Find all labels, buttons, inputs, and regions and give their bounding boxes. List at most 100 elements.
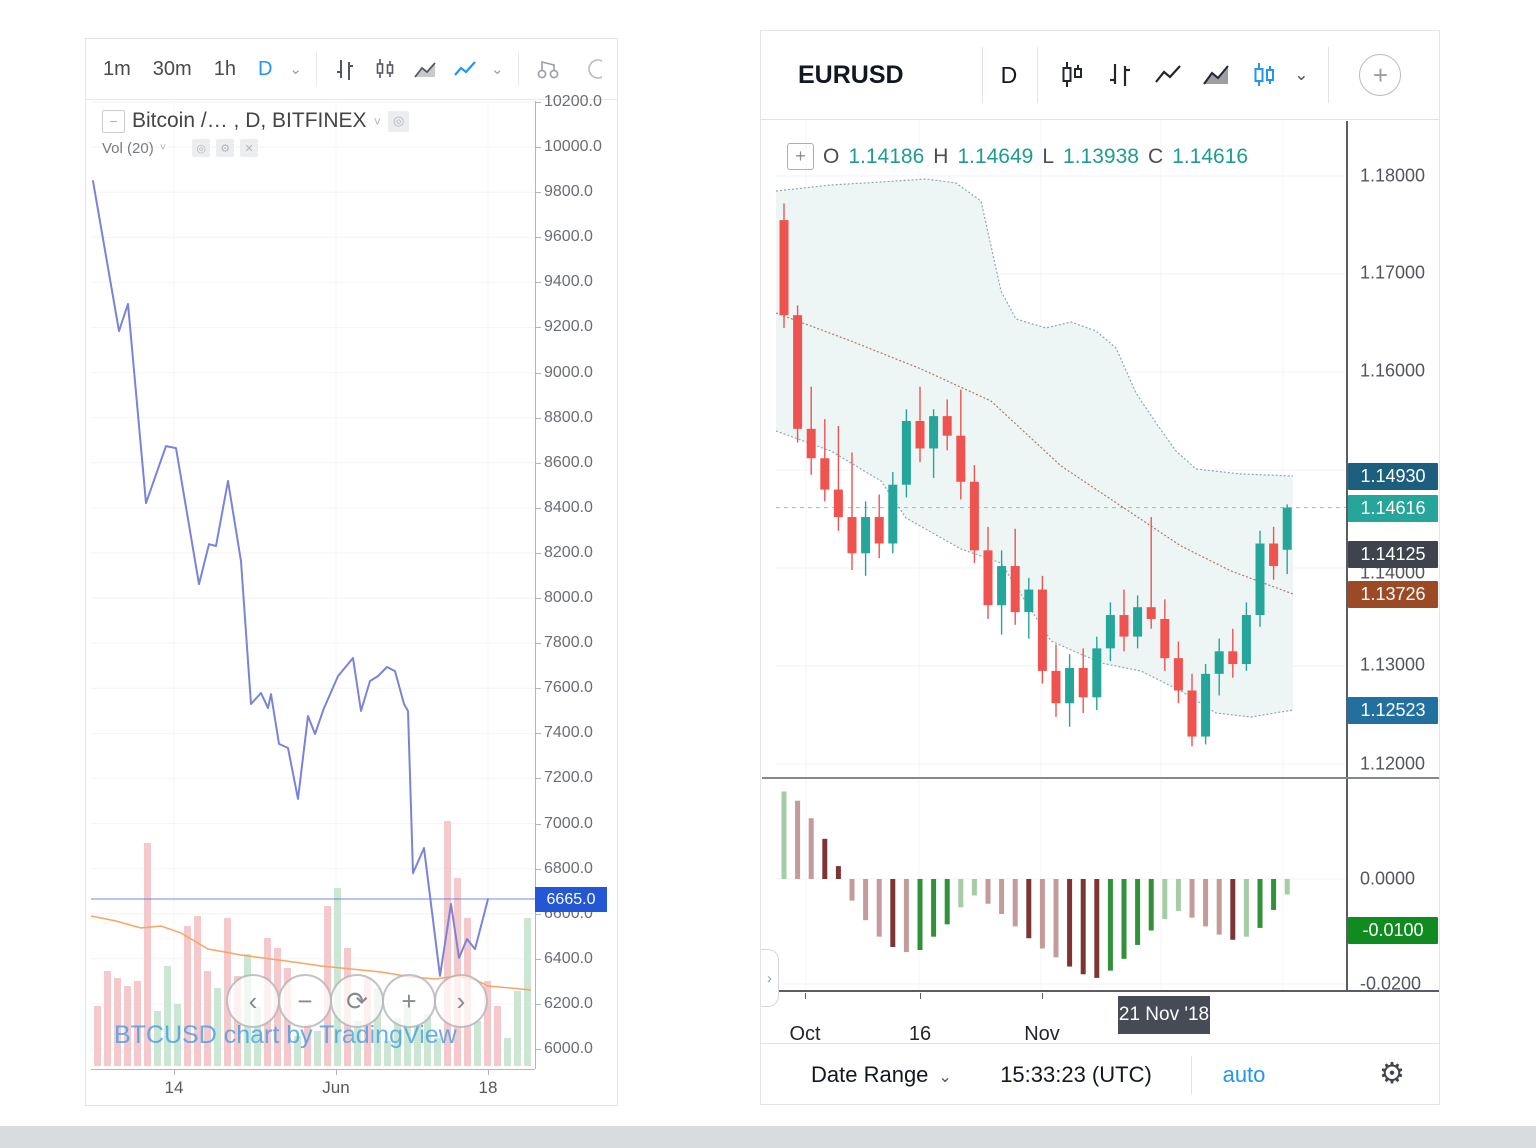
candlestick-chart-icon[interactable] <box>365 52 405 86</box>
plus-circle-icon[interactable]: + <box>1359 54 1402 96</box>
area-chart-icon[interactable] <box>1192 55 1240 95</box>
price-tick-label: 7400.0 <box>544 724 593 741</box>
volume-bar <box>384 1041 391 1066</box>
volume-bar <box>174 1004 181 1066</box>
btcusd-price-axis[interactable]: 10200.0 10000.0 9800.0 9600.0 9400.0 9200.0 90… <box>535 93 619 1069</box>
price-tick-label: 1.17000 <box>1360 262 1426 283</box>
histogram-bar <box>1026 879 1032 939</box>
candle-body <box>1269 543 1279 567</box>
volume-bar <box>474 1021 481 1066</box>
pane-separator[interactable] <box>762 777 1439 779</box>
price-tick-label: 8200.0 <box>544 544 593 561</box>
axis-tick <box>1042 993 1043 999</box>
eye-icon[interactable]: ◎ <box>388 110 410 132</box>
vol-settings-gear-icon[interactable]: ⚙ <box>216 139 235 157</box>
vol-eye-icon[interactable]: ◎ <box>192 139 211 157</box>
btcusd-time-axis[interactable]: 14 Jun 18 <box>91 1069 535 1106</box>
histogram-bar <box>890 879 896 947</box>
histogram-bar <box>1216 879 1222 935</box>
macd-histogram-pane[interactable] <box>776 780 1346 989</box>
price-tick-label: 6200.0 <box>544 995 593 1012</box>
eurusd-candlestick-chart[interactable] <box>776 121 1346 778</box>
time-tick-label: Jun <box>322 1078 350 1097</box>
histogram-bar <box>1107 879 1113 971</box>
price-tick-label: 10000.0 <box>544 138 602 155</box>
bollinger-upper-band <box>776 178 1294 477</box>
eurusd-time-axis[interactable]: Oct 16 Nov <box>762 993 1346 1057</box>
axis-tick <box>536 237 541 238</box>
high-key: H <box>933 144 949 168</box>
axis-tick <box>536 598 541 599</box>
histogram-bar <box>1012 879 1018 927</box>
zoom-in-button[interactable]: + <box>382 974 436 1028</box>
bars-chart-icon[interactable] <box>325 52 365 86</box>
symbol-name[interactable]: EURUSD <box>798 60 904 89</box>
volume-bar <box>484 981 491 1066</box>
clipped-toolbar-icon[interactable] <box>567 52 607 86</box>
settings-gear-icon[interactable]: ⚙ <box>1379 1058 1405 1090</box>
price-badge: 1.14616 <box>1348 495 1438 522</box>
vol-chevron-icon[interactable]: ˅ <box>159 142 167 154</box>
volume-bar <box>214 988 221 1066</box>
line-chart-icon[interactable] <box>1144 55 1192 95</box>
candle-body <box>969 481 979 551</box>
axis-tick <box>536 327 541 328</box>
histogram-bar <box>1203 879 1209 927</box>
open-key: O <box>823 144 840 168</box>
volume-bar <box>254 1006 261 1066</box>
histogram-bar <box>876 879 882 937</box>
eurusd-price-axis[interactable]: 1.18000 1.17000 1.16000 1.14000 1.13000 1.120… <box>1348 121 1440 994</box>
histogram-bar <box>1162 879 1168 920</box>
price-tick-label: 1.18000 <box>1360 165 1426 186</box>
histogram-bar <box>1189 879 1195 918</box>
header-divider <box>1037 47 1039 103</box>
histogram-bar <box>1039 879 1045 949</box>
ohlc-bars-icon[interactable] <box>1096 55 1144 95</box>
histogram-bar <box>835 866 841 879</box>
btcusd-line-chart[interactable] <box>91 101 535 1069</box>
scroll-left-button[interactable]: ‹ <box>226 974 280 1028</box>
chart-type-chevron-down-icon[interactable]: ⌄ <box>490 61 504 78</box>
collapse-legend-icon[interactable]: − <box>102 109 125 133</box>
interval-label[interactable]: D <box>1000 61 1018 88</box>
price-tick-label: 7000.0 <box>544 815 593 832</box>
header-divider <box>981 47 983 103</box>
candle-body <box>1105 615 1115 649</box>
line-chart-icon[interactable] <box>445 52 485 86</box>
axis-tick <box>536 418 541 419</box>
interval-d-button[interactable]: D <box>257 57 273 80</box>
area-chart-icon[interactable] <box>405 52 445 86</box>
axis-tick <box>336 1070 337 1075</box>
style-chevron-down-icon[interactable]: ⌄ <box>1294 65 1309 84</box>
time-tick-label: Nov <box>1024 1023 1060 1045</box>
symbol-title[interactable]: Bitcoin /… , D, BITFINEX <box>132 109 367 132</box>
candlestick-active-icon[interactable] <box>1240 55 1288 95</box>
candle-body <box>956 435 966 482</box>
bottom-bar-divider <box>1191 1056 1192 1094</box>
interval-1m-button[interactable]: 1m <box>103 57 131 80</box>
zoom-out-button[interactable]: − <box>278 974 332 1028</box>
axis-tick <box>536 688 541 689</box>
compare-icon[interactable] <box>527 52 567 86</box>
scroll-right-button[interactable]: › <box>434 974 488 1028</box>
vol-close-icon[interactable]: ✕ <box>240 139 259 157</box>
volume-bar <box>184 926 191 1066</box>
title-chevron-icon[interactable]: ˅ <box>373 113 382 129</box>
volume-bar <box>134 981 141 1066</box>
interval-1h-button[interactable]: 1h <box>213 57 236 80</box>
volume-bar <box>154 1011 161 1066</box>
candle-body <box>901 421 911 485</box>
interval-chevron-down-icon[interactable]: ⌄ <box>289 61 302 78</box>
date-range-button[interactable]: Date Range ⌄ <box>811 1062 952 1087</box>
candle-body <box>806 428 816 459</box>
sidebar-expand-handle[interactable]: › <box>761 949 779 1007</box>
histogram-bar <box>1284 879 1290 895</box>
add-indicator-plus-icon[interactable]: + <box>787 143 814 170</box>
volume-bar <box>114 978 121 1066</box>
right-header: EURUSD D ⌄ <box>761 31 1439 120</box>
candlestick-icon[interactable] <box>1048 55 1096 95</box>
auto-scale-button[interactable]: auto <box>1222 1062 1266 1087</box>
utc-clock: 15:33:23 (UTC) <box>1000 1062 1152 1087</box>
reset-chart-button[interactable]: ⟳ <box>330 974 384 1028</box>
interval-30m-button[interactable]: 30m <box>152 57 192 80</box>
